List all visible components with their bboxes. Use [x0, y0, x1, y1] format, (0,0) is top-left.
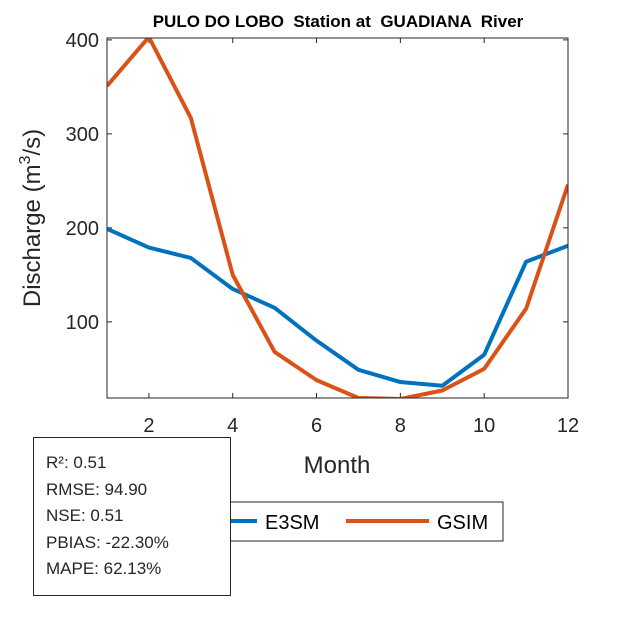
- series-line-gsim: [107, 38, 568, 398]
- stat-r2: R²: 0.51: [46, 453, 107, 472]
- series-line-e3sm: [107, 226, 568, 388]
- x-tick-label: 10: [473, 415, 495, 437]
- stat-nse: NSE: 0.51: [46, 506, 124, 525]
- stats-box: R²: 0.51 RMSE: 94.90 NSE: 0.51 PBIAS: -2…: [33, 437, 231, 596]
- y-tick-label: 300: [66, 124, 99, 146]
- plot-area-frame: [106, 37, 569, 399]
- stat-pbias: PBIAS: -22.30%: [46, 532, 169, 552]
- y-tick-label: 400: [66, 30, 99, 52]
- stat-mape: MAPE: 62.13%: [46, 559, 162, 578]
- x-tick-label: 2: [143, 415, 154, 437]
- legend-label-e3sm: E3SM: [265, 512, 319, 534]
- legend-label-gsim: GSIM: [437, 512, 488, 534]
- legend: E3SM GSIM: [199, 501, 504, 542]
- y-tick-label: 100: [66, 312, 99, 334]
- stat-rmse: RMSE: 94.90: [46, 479, 148, 499]
- y-tick-label: 200: [66, 218, 99, 240]
- x-tick-label: 6: [311, 415, 322, 437]
- x-tick-label: 4: [227, 415, 238, 437]
- y-axis-label: Discharge (m3/s): [17, 129, 46, 307]
- chart-title: PULO DO LOBO Station at GUADIANA River: [153, 12, 524, 31]
- x-tick-label: 12: [557, 415, 579, 437]
- x-axis-label: Month: [304, 452, 371, 479]
- x-tick-label: 8: [395, 415, 406, 437]
